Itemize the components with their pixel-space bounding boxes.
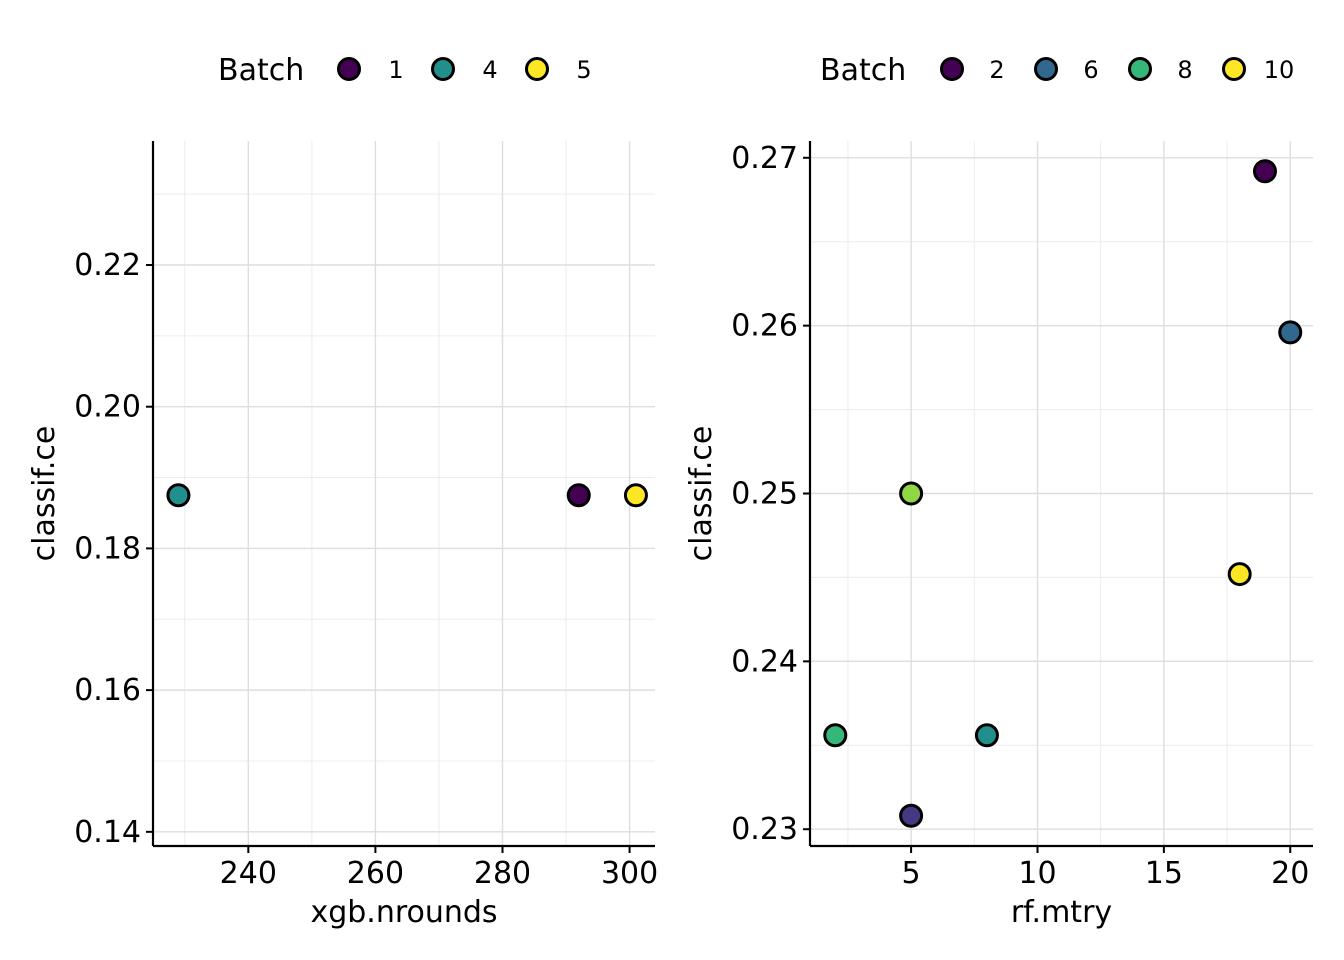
y-tick-label: 0.20 (74, 390, 141, 425)
x-tick-label: 10 (1018, 856, 1056, 891)
legend-key (525, 57, 549, 81)
legend-label: 2 (989, 56, 1004, 84)
legend-label: 10 (1264, 56, 1295, 84)
x-tick-label: 300 (601, 856, 658, 891)
x-tick-label: 5 (902, 856, 921, 891)
legend-label: 8 (1177, 56, 1192, 84)
data-point (899, 803, 924, 828)
y-tick-label: 0.16 (74, 673, 141, 708)
y-tick-label: 0.25 (731, 477, 798, 512)
legend-label: 6 (1083, 56, 1098, 84)
data-point (566, 483, 591, 508)
legend-key (337, 57, 361, 81)
legend-label: 5 (576, 56, 591, 84)
legend-title: Batch (820, 53, 906, 88)
x-tick-label: 240 (220, 856, 277, 891)
x-axis-title: rf.mtry (1011, 895, 1112, 930)
data-point (974, 723, 999, 748)
legend-key (1222, 57, 1246, 81)
y-axis-title: classif.ce (684, 426, 719, 562)
y-tick-label: 0.14 (74, 815, 141, 850)
legend-key (431, 57, 455, 81)
data-point (166, 483, 191, 508)
y-tick-label: 0.22 (74, 248, 141, 283)
y-tick-label: 0.23 (731, 812, 798, 847)
x-axis-title: xgb.nrounds (310, 895, 497, 930)
x-tick-label: 15 (1145, 856, 1183, 891)
x-tick-label: 280 (474, 856, 531, 891)
data-point (1252, 159, 1277, 184)
y-tick-label: 0.26 (731, 309, 798, 344)
data-point (899, 481, 924, 506)
legend: Batch 1 4 5 (218, 53, 592, 88)
y-tick-label: 0.18 (74, 531, 141, 566)
legend-key (1128, 57, 1152, 81)
legend-label: 1 (388, 56, 403, 84)
panel-2: 0.23 0.24 0.25 0.26 0.27 5 10 15 20 rf.mtry classi… (684, 53, 1313, 930)
y-tick-label: 0.27 (731, 141, 798, 176)
panel-1: 0.14 0.16 0.18 0.20 0.22 240 260 280 300 xgb.nrou… (27, 53, 658, 930)
y-axis-title: classif.ce (27, 426, 62, 562)
legend: Batch 2 6 8 10 (820, 53, 1294, 88)
x-tick-label: 20 (1271, 856, 1309, 891)
x-tick-label: 260 (347, 856, 404, 891)
data-point (1227, 562, 1252, 587)
data-point (1278, 320, 1303, 345)
legend-title: Batch (218, 53, 304, 88)
data-point (823, 723, 848, 748)
legend-label: 4 (482, 56, 497, 84)
data-point (623, 483, 648, 508)
y-tick-label: 0.24 (731, 644, 798, 679)
legend-key (1034, 57, 1058, 81)
legend-key (940, 57, 964, 81)
